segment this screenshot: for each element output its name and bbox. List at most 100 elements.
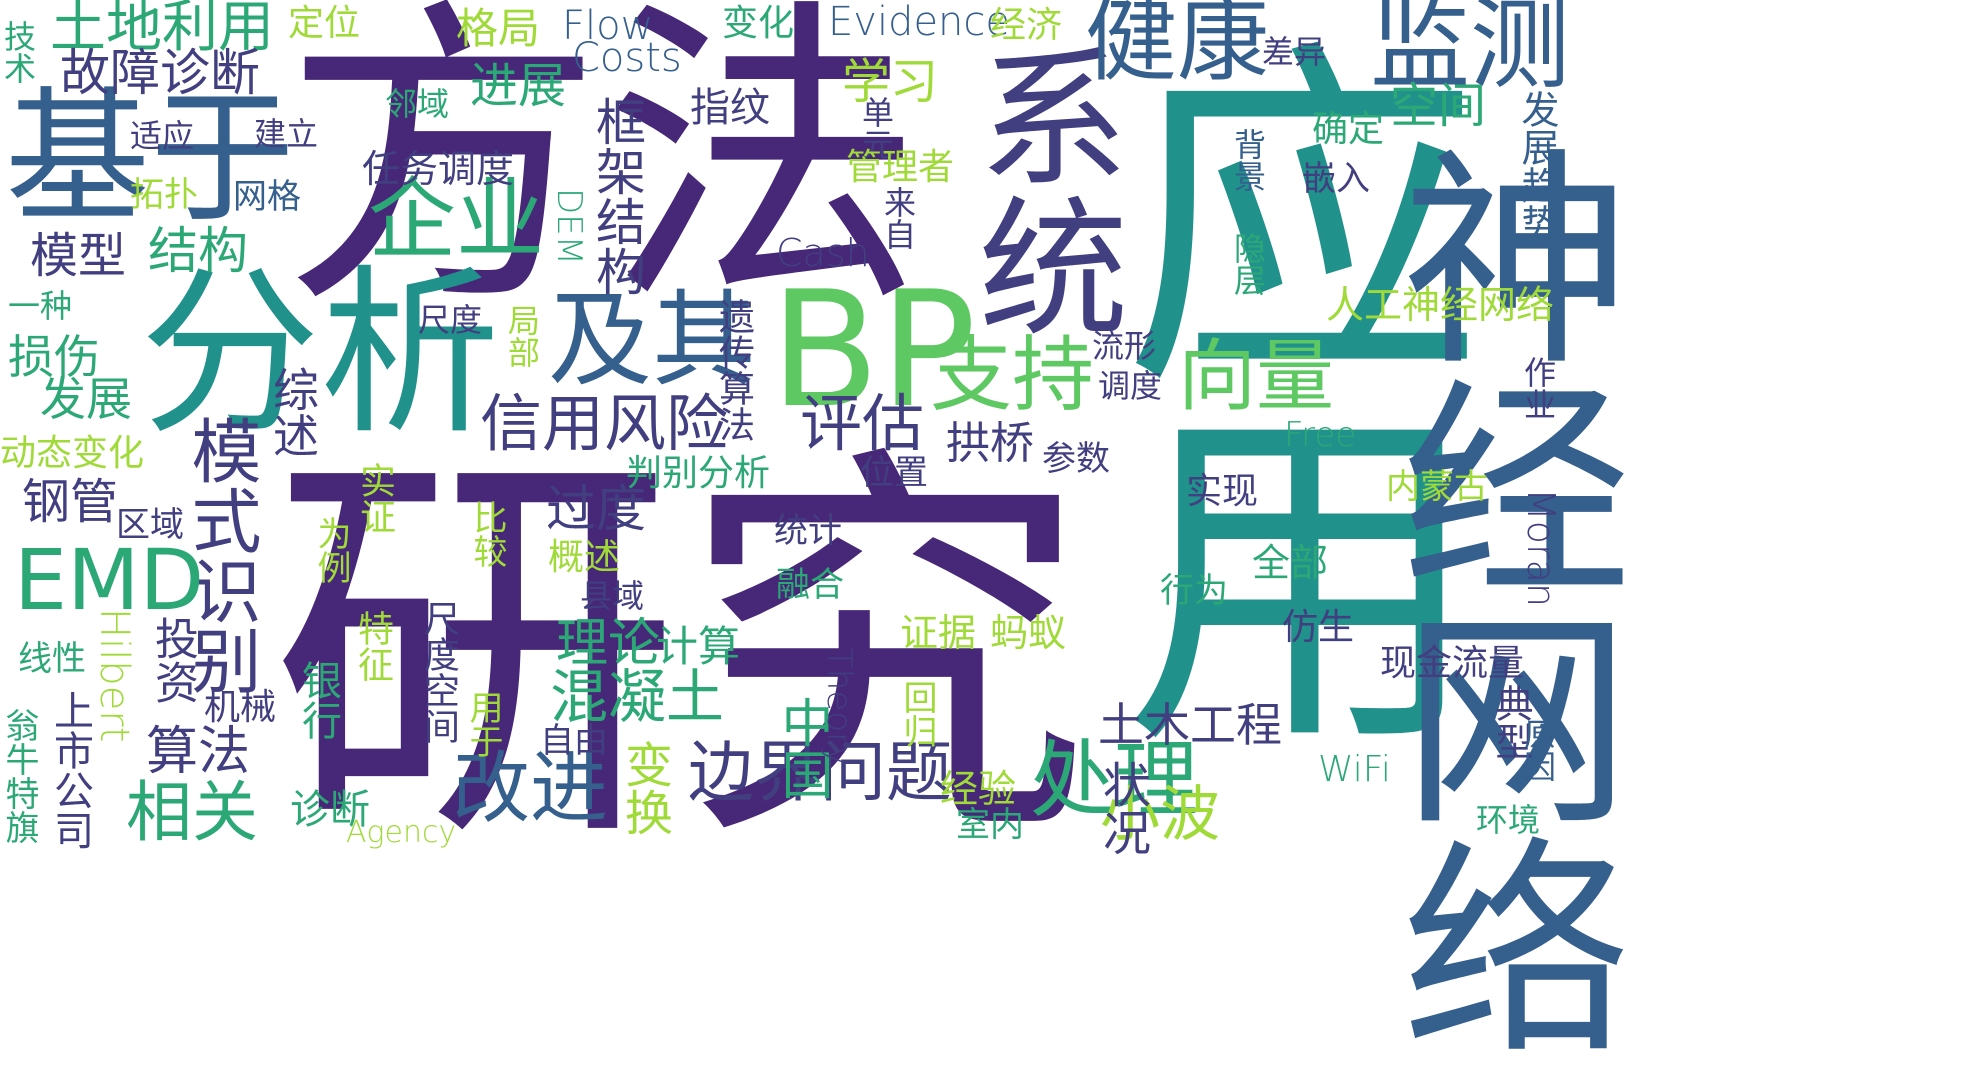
word-xianyu: 县域 xyxy=(580,577,645,615)
word-shiying: 适应 xyxy=(130,117,195,155)
word-shinei: 室内 xyxy=(956,805,1024,845)
word-yuanyin: 原因 xyxy=(1519,718,1557,782)
word-gongqiao: 拱桥 xyxy=(946,418,1034,469)
word-emd: EMD xyxy=(14,531,205,629)
word-queding: 确定 xyxy=(1312,109,1385,150)
word-ronghe: 融合 xyxy=(776,565,844,605)
word-xianxing: 线性 xyxy=(18,639,86,679)
word-linyu: 邻域 xyxy=(385,85,450,123)
word-zuoye: 作业 xyxy=(1519,356,1557,420)
word-jiyu: 基于 xyxy=(5,74,295,243)
word-zhengju: 证据 xyxy=(900,611,977,655)
word-jiankang: 健康 xyxy=(1085,0,1270,94)
word-zhenduan: 诊断 xyxy=(290,787,370,833)
word-yizhong: 一种 xyxy=(8,287,73,325)
word-theory: Theory xyxy=(819,648,859,767)
word-chidukongjian: 尺度空间 xyxy=(418,600,459,744)
word-chidu: 尺度 xyxy=(418,301,483,339)
word-touzi: 投资 xyxy=(147,616,198,704)
word-xiangliang: 向量 xyxy=(1178,332,1335,422)
word-kongjian: 空间 xyxy=(1390,78,1487,134)
word-diaodu: 调度 xyxy=(1098,367,1163,405)
word-gaijin: 改进 xyxy=(452,744,609,834)
word-ziyou: 自由 xyxy=(540,721,608,761)
word-fazhan: 发展 xyxy=(40,372,132,426)
word-tuopu: 拓扑 xyxy=(130,175,198,215)
word-huanjing: 环境 xyxy=(1476,801,1541,839)
word-pinggu: 评估 xyxy=(800,387,925,460)
word-shizheng: 实证 xyxy=(354,462,395,534)
word-bianjiewenti: 边界问题 xyxy=(688,734,952,811)
word-jiegou: 结构 xyxy=(148,222,248,280)
word-yanjiu: 研究 xyxy=(270,414,1090,892)
word-guzhangzhenduan: 故障诊断 xyxy=(60,44,260,102)
word-tudiliyong: 土地利用 xyxy=(50,0,274,60)
word-danyuan: 单元 xyxy=(857,96,895,160)
word-evidence: Evidence xyxy=(828,0,1011,45)
word-chayi: 差异 xyxy=(1262,33,1327,71)
word-rengongshenjingwangluo: 人工神经网络 xyxy=(1326,283,1555,327)
word-xitong: 系统 xyxy=(953,40,1127,340)
word-weili: 为例 xyxy=(311,516,351,584)
word-renwudiaodu: 任务调度 xyxy=(362,147,515,191)
word-free: Free xyxy=(1284,415,1357,455)
word-flow: Flow xyxy=(562,3,654,49)
word-quanbu: 全部 xyxy=(1252,541,1329,585)
word-wengniuteqi: 翁牛特旗 xyxy=(0,708,39,844)
word-jingji: 经济 xyxy=(990,5,1063,46)
word-xuexi: 学习 xyxy=(842,54,939,110)
word-fenxi: 分析 xyxy=(140,250,501,459)
word-chuli: 处理 xyxy=(1030,731,1199,829)
word-xiangguan: 相关 xyxy=(126,774,258,851)
word-jishu: 技术 xyxy=(0,20,37,84)
word-bianhuan: 变换 xyxy=(616,740,672,836)
word-fangsheng: 仿生 xyxy=(1282,607,1355,648)
word-moshishibie: 模式识别 xyxy=(180,415,262,695)
word-geju: 格局 xyxy=(456,4,541,53)
word-gangguan: 钢管 xyxy=(22,474,119,530)
word-huigui: 回归 xyxy=(897,680,937,748)
word-zhichi: 支持 xyxy=(930,328,1095,423)
word-laizi: 来自 xyxy=(879,186,917,250)
word-jubu: 局部 xyxy=(503,304,541,368)
word-cash: Cash xyxy=(776,231,870,275)
word-fangfa: 方法 xyxy=(283,0,923,346)
word-guodu: 过度 xyxy=(546,480,646,538)
word-dem: DEM xyxy=(549,188,589,265)
word-neimenggu: 内蒙古 xyxy=(1386,467,1488,507)
word-jiance: 监测 xyxy=(1370,0,1570,103)
word-xingwei: 行为 xyxy=(1160,571,1228,611)
word-kuangjiajiegou: 框架结构 xyxy=(588,96,646,296)
word-fazhanqushi: 发展趋势 xyxy=(1515,90,1559,242)
word-hunningtu: 混凝土 xyxy=(550,663,725,731)
word-qiye: 企业 xyxy=(368,168,545,271)
word-bianhua: 变化 xyxy=(722,3,795,44)
word-yichuansuanfa: 遗传算法 xyxy=(713,298,754,442)
word-sunshang: 损伤 xyxy=(8,330,100,384)
word-bijiao: 比较 xyxy=(467,500,507,568)
word-costs: Costs xyxy=(572,35,682,81)
word-liuxing: 流形 xyxy=(1092,327,1157,365)
word-dingwei: 定位 xyxy=(288,3,361,44)
word-beijing: 背景 xyxy=(1229,128,1267,192)
word-qianru: 嵌入 xyxy=(1302,159,1370,199)
word-canshu: 参数 xyxy=(1042,439,1110,479)
word-xianjinliuliang: 现金流量 xyxy=(1380,643,1525,684)
word-quyu: 区域 xyxy=(116,505,184,545)
word-jianli: 建立 xyxy=(254,115,319,153)
word-weizhi: 位置 xyxy=(860,453,928,493)
word-moxing: 模型 xyxy=(30,228,127,284)
word-jisuan: 计算 xyxy=(656,622,741,671)
word-shenjingwangluo: 神经网络 xyxy=(1362,140,1629,1060)
word-tongji: 统计 xyxy=(774,511,842,551)
word-gaishu: 概述 xyxy=(548,537,621,578)
word-tezheng: 特征 xyxy=(352,610,393,682)
word-jingyan: 经验 xyxy=(940,767,1017,811)
word-dianxing: 典型 xyxy=(1489,684,1533,760)
word-xiaobo: 小波 xyxy=(1100,780,1220,850)
word-wifi: WiFi xyxy=(1318,749,1391,790)
word-zhuangkuang: 状况 xyxy=(1094,760,1150,856)
word-yinhang: 银行 xyxy=(295,660,341,740)
word-moran: Moran xyxy=(1519,488,1563,608)
word-zongshu: 综述 xyxy=(266,366,320,458)
